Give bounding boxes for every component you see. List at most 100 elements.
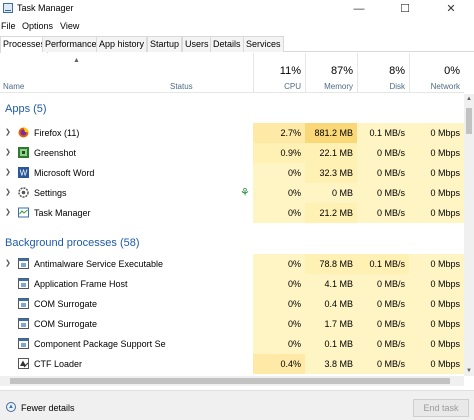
memory-label: Memory [324, 82, 353, 91]
horizontal-scrollbar[interactable] [0, 376, 464, 386]
tab-performance[interactable]: Performance [42, 36, 100, 52]
minimize-button[interactable]: — [353, 3, 365, 15]
network-value: 0 Mbps [409, 163, 464, 183]
list-item[interactable]: ❯ W Microsoft Word 0% 32.3 MB 0 MB/s 0 M… [0, 163, 464, 183]
cpu-value: 0% [253, 314, 305, 334]
cpu-value: 0% [253, 183, 305, 203]
list-item[interactable]: COM Surrogate 0% 1.7 MB 0 MB/s 0 Mbps [0, 314, 464, 334]
network-value: 0 Mbps [409, 143, 464, 163]
maximize-button[interactable]: ☐ [400, 3, 410, 15]
end-task-button[interactable]: End task [413, 399, 469, 417]
network-value: 0 Mbps [409, 203, 464, 223]
cpu-value: 0% [253, 274, 305, 294]
menu-view[interactable]: View [60, 21, 80, 31]
firefox-icon [18, 127, 29, 138]
list-item[interactable]: CTF Loader 0.4% 3.8 MB 0 MB/s 0 Mbps [0, 354, 464, 374]
memory-value: 3.8 MB [305, 354, 357, 374]
column-name[interactable]: Name [3, 82, 25, 91]
memory-total: 87% [330, 65, 353, 77]
svg-text:W: W [20, 169, 28, 178]
fewer-details-link[interactable]: Fewer details [21, 403, 75, 413]
group-apps: Apps (5) [0, 94, 464, 122]
process-list: Apps (5) ❯ Firefox (11) 2.7% 881.2 MB 0.… [0, 94, 464, 376]
tab-startup[interactable]: Startup [147, 36, 183, 52]
memory-value: 21.2 MB [305, 203, 357, 223]
list-item[interactable]: Component Package Support Se... 0% 0.1 M… [0, 334, 464, 354]
scroll-up-icon[interactable]: ▲ [466, 96, 472, 102]
list-item[interactable]: ❯ Settings ⚘ 0% 0 MB 0 MB/s 0 Mbps [0, 183, 464, 203]
disk-value: 0 MB/s [357, 334, 409, 354]
list-item[interactable]: Application Frame Host 0% 4.1 MB 0 MB/s … [0, 274, 464, 294]
chevron-up-icon[interactable]: ▲ [6, 402, 16, 412]
disk-value: 0 MB/s [357, 203, 409, 223]
memory-value: 0.1 MB [305, 334, 357, 354]
vertical-scroll-thumb[interactable] [466, 108, 472, 134]
task-manager-icon [18, 207, 29, 218]
group-apps-title: Apps (5) [5, 103, 47, 115]
disk-total: 8% [389, 65, 405, 77]
list-item[interactable]: ❯ Firefox (11) 2.7% 881.2 MB 0.1 MB/s 0 … [0, 123, 464, 143]
column-memory[interactable]: 87% Memory [305, 53, 357, 93]
horizontal-scroll-thumb[interactable] [10, 378, 450, 384]
process-name: Microsoft Word [34, 168, 95, 178]
disk-value: 0 MB/s [357, 274, 409, 294]
column-network[interactable]: 0% Network [409, 53, 464, 93]
list-item[interactable]: ❯ Greenshot 0.9% 22.1 MB 0 MB/s 0 Mbps [0, 143, 464, 163]
cpu-value: 0% [253, 163, 305, 183]
expand-icon[interactable]: ❯ [5, 260, 11, 267]
disk-value: 0 MB/s [357, 163, 409, 183]
group-background-title: Background processes (58) [5, 237, 140, 249]
tab-app-history[interactable]: App history [96, 36, 148, 52]
column-disk[interactable]: 8% Disk [357, 53, 409, 93]
disk-value: 0 MB/s [357, 143, 409, 163]
column-cpu[interactable]: 11% CPU [253, 53, 305, 93]
menu-options[interactable]: Options [22, 21, 54, 31]
greenshot-icon [18, 147, 29, 158]
list-item[interactable]: ❯ Antimalware Service Executable 0% 78.8… [0, 254, 464, 274]
service-window-icon [18, 278, 29, 289]
menu-file[interactable]: File [1, 21, 16, 31]
sort-up-icon: ▲ [73, 57, 80, 64]
network-value: 0 Mbps [409, 334, 464, 354]
expand-icon[interactable]: ❯ [5, 149, 11, 156]
expand-icon[interactable]: ❯ [5, 189, 11, 196]
memory-value: 0.4 MB [305, 294, 357, 314]
process-name: Component Package Support Se... [34, 339, 166, 349]
disk-value: 0.1 MB/s [357, 254, 409, 274]
suspended-leaf-icon: ⚘ [240, 187, 250, 199]
process-name: CTF Loader [34, 359, 83, 369]
close-button[interactable]: ✕ [446, 3, 456, 15]
memory-value: 881.2 MB [305, 123, 357, 143]
disk-value: 0 MB/s [357, 294, 409, 314]
expand-icon[interactable]: ❯ [5, 129, 11, 136]
scroll-down-icon[interactable]: ▼ [466, 368, 472, 374]
service-window-icon [18, 298, 29, 309]
list-item[interactable]: ❯ Task Manager 0% 21.2 MB 0 MB/s 0 Mbps [0, 203, 464, 223]
task-manager-app-icon [3, 3, 13, 13]
expand-icon[interactable]: ❯ [5, 169, 11, 176]
column-status[interactable]: Status [170, 82, 193, 91]
memory-value: 78.8 MB [305, 254, 357, 274]
tab-processes[interactable]: Processes [0, 36, 49, 53]
process-name: COM Surrogate [34, 319, 98, 329]
cpu-value: 0% [253, 203, 305, 223]
cpu-value: 0.4% [253, 354, 305, 374]
column-header: ▲ Name Status 11% CPU 87% Memory 8% Disk… [0, 53, 464, 93]
tab-users[interactable]: Users [182, 36, 212, 52]
tab-bar: Processes Performance App history Startu… [0, 35, 474, 53]
vertical-scrollbar[interactable]: ▲ ▼ [464, 94, 474, 376]
cpu-value: 0% [253, 334, 305, 354]
process-name: Settings [34, 188, 67, 198]
list-item[interactable]: COM Surrogate 0% 0.4 MB 0 MB/s 0 Mbps [0, 294, 464, 314]
memory-value: 1.7 MB [305, 314, 357, 334]
network-value: 0 Mbps [409, 274, 464, 294]
disk-value: 0 MB/s [357, 183, 409, 203]
cpu-label: CPU [284, 82, 301, 91]
disk-label: Disk [389, 82, 405, 91]
expand-icon[interactable]: ❯ [5, 209, 11, 216]
title-bar: Task Manager — ☐ ✕ [0, 0, 474, 18]
tab-details[interactable]: Details [210, 36, 244, 52]
disk-value: 0.1 MB/s [357, 123, 409, 143]
tab-services[interactable]: Services [243, 36, 284, 52]
memory-value: 4.1 MB [305, 274, 357, 294]
